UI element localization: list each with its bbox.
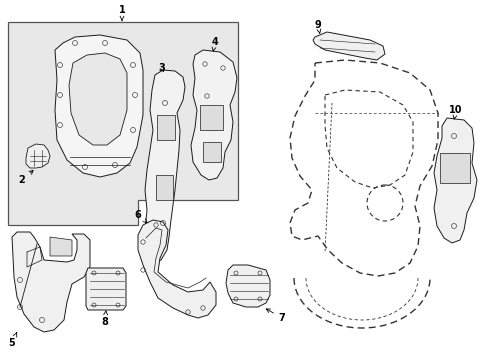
Polygon shape xyxy=(312,32,384,60)
Polygon shape xyxy=(142,70,184,263)
Text: 10: 10 xyxy=(448,105,462,119)
Text: 4: 4 xyxy=(211,37,218,51)
Text: 3: 3 xyxy=(158,63,165,73)
Polygon shape xyxy=(225,265,269,307)
Polygon shape xyxy=(55,35,142,177)
Text: 9: 9 xyxy=(314,20,321,33)
Polygon shape xyxy=(157,115,175,140)
Polygon shape xyxy=(86,268,126,310)
Text: 2: 2 xyxy=(19,170,33,185)
Polygon shape xyxy=(50,237,72,256)
Text: 1: 1 xyxy=(119,5,125,21)
Polygon shape xyxy=(156,175,173,200)
Text: 6: 6 xyxy=(134,210,147,222)
Polygon shape xyxy=(191,50,237,180)
Polygon shape xyxy=(439,153,469,183)
Text: 7: 7 xyxy=(265,309,285,323)
Polygon shape xyxy=(69,53,127,145)
Polygon shape xyxy=(26,144,50,168)
Polygon shape xyxy=(12,232,90,332)
Text: 8: 8 xyxy=(102,311,108,327)
Polygon shape xyxy=(8,22,238,225)
Polygon shape xyxy=(138,220,216,318)
Polygon shape xyxy=(203,142,221,162)
Text: 5: 5 xyxy=(9,333,17,348)
Polygon shape xyxy=(200,105,223,130)
Polygon shape xyxy=(433,118,476,243)
